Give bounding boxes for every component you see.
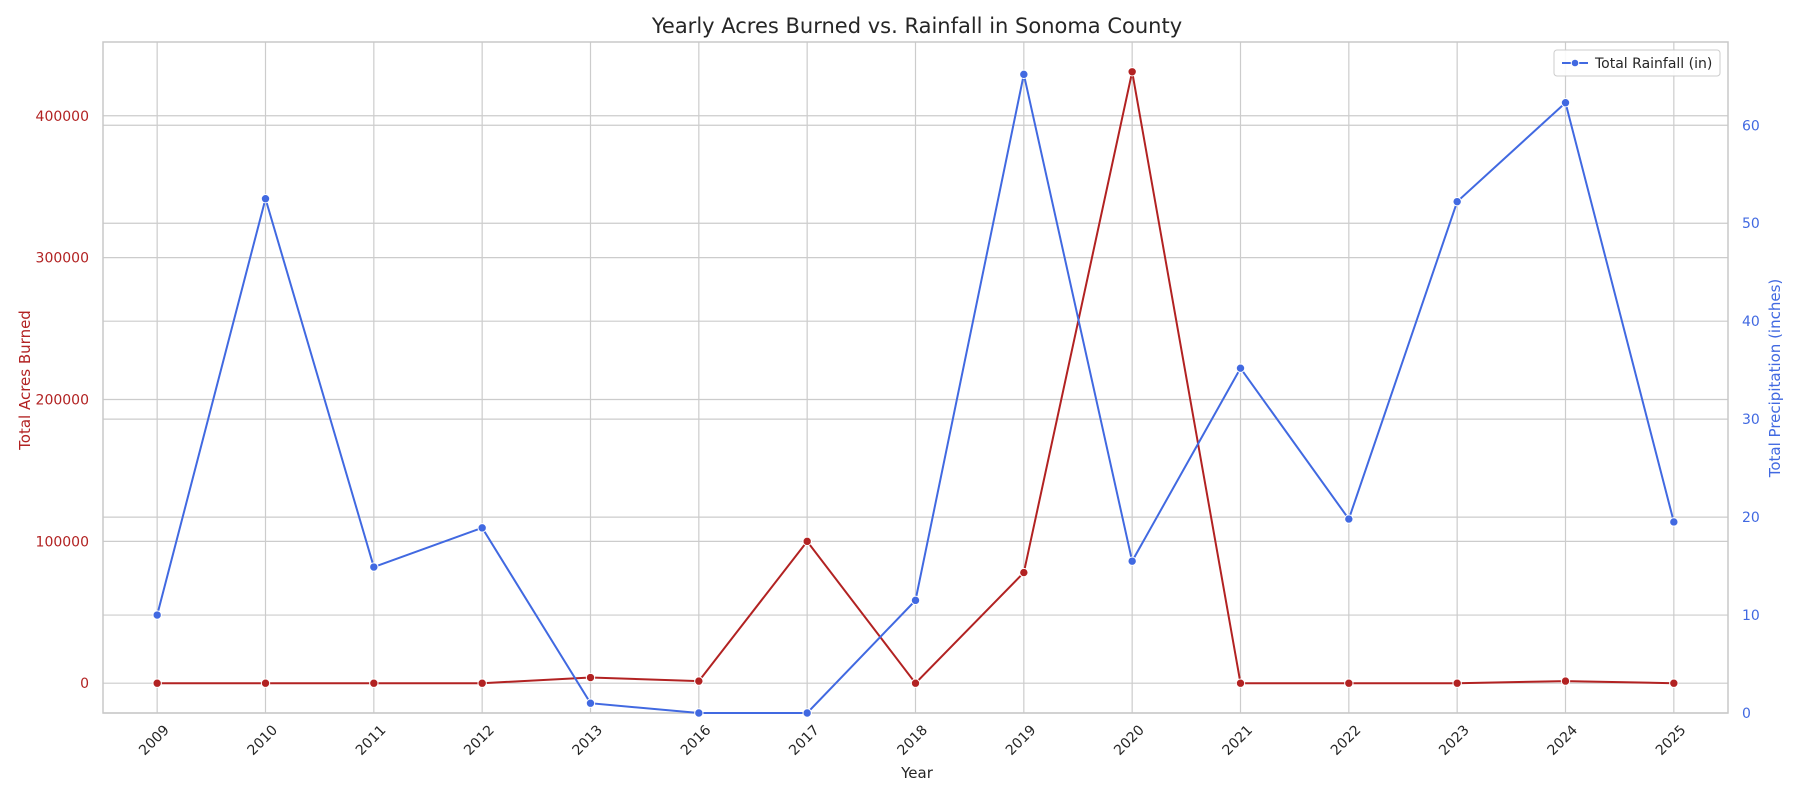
rainfall-point [1127, 556, 1137, 566]
acres-burned-point [802, 536, 812, 547]
x-tick-label: 2021 [1220, 722, 1257, 759]
acres-burned-point [694, 676, 704, 686]
x-tick-label: 2013 [570, 722, 607, 759]
legend-label: Total Rainfall (in) [1594, 56, 1712, 72]
rainfall-point [369, 562, 379, 572]
acres-burned-point [477, 678, 487, 688]
x-tick-label: 2009 [136, 722, 173, 759]
x-tick-label: 2024 [1545, 722, 1582, 759]
acres-burned-point [910, 678, 921, 688]
y-right-tick-label: 0 [1742, 706, 1751, 722]
acres-burned-point [1019, 567, 1029, 578]
y-right-tick-label: 30 [1742, 412, 1760, 428]
rainfall-point [260, 194, 271, 204]
acres-burned-point [585, 672, 596, 683]
axes: 2009 2010 2011 2012 2013 2016 2017 2018 2019 2020… [36, 41, 1760, 759]
acres-burned-point [369, 678, 379, 688]
x-axis-label: Year [900, 764, 934, 782]
rainfall-point [152, 610, 162, 620]
rainfall-point [1669, 517, 1679, 527]
x-tick-label: 2020 [1111, 722, 1148, 759]
chart-title: Yearly Acres Burned vs. Rainfall in Sono… [651, 14, 1182, 38]
rainfall-point [1452, 196, 1462, 207]
y-left-tick-label: 0 [80, 676, 89, 692]
plot-frame [102, 41, 1729, 714]
y-left-tick-label: 400000 [36, 109, 89, 125]
rainfall-point [477, 523, 487, 533]
y-axis-left-label: Total Acres Burned [16, 310, 34, 451]
series [152, 67, 1679, 718]
x-tick-label: 2011 [353, 722, 390, 759]
y-axis-right-label: Total Precipitation (inches) [1766, 279, 1784, 479]
y-left-tick-label: 100000 [36, 534, 89, 550]
y-right-tick-label: 40 [1742, 314, 1760, 330]
y-right-tick-label: 20 [1742, 510, 1760, 526]
rainfall-point [694, 708, 704, 718]
acres-burned-point [152, 678, 162, 688]
x-tick-label: 2017 [786, 722, 823, 759]
rainfall-point [802, 708, 812, 718]
x-tick-label: 2010 [245, 722, 282, 759]
y-left-tick-label: 300000 [36, 251, 89, 267]
acres-burned-point [1452, 678, 1462, 688]
y-right-tick-label: 50 [1742, 216, 1760, 232]
x-tick-label: 2019 [1003, 722, 1040, 759]
legend: Total Rainfall (in) [1553, 49, 1721, 77]
grid [103, 42, 1728, 714]
legend-box [1553, 49, 1721, 77]
acres-burned-point [1669, 678, 1679, 688]
x-tick-label: 2012 [461, 722, 498, 759]
y-right-tick-label: 60 [1742, 118, 1760, 134]
rainfall-point [1560, 98, 1571, 108]
acres-burned-series [152, 67, 1679, 688]
labels: Yearly Acres Burned vs. Rainfall in Sono… [16, 14, 1784, 782]
y-left-tick-label: 200000 [36, 392, 89, 408]
acres-burned-point [1344, 678, 1354, 688]
rainfall-point [1344, 514, 1354, 524]
rainfall-point [1235, 363, 1246, 373]
x-tick-label: 2023 [1436, 722, 1473, 759]
x-tick-label: 2022 [1328, 722, 1365, 759]
x-tick-label: 2025 [1653, 722, 1690, 759]
x-tick-label: 2018 [895, 722, 932, 759]
x-tick-label: 2016 [678, 722, 715, 759]
rainfall-series [152, 69, 1679, 718]
acres-burned-point [1127, 67, 1137, 77]
acres-burned-point [260, 678, 271, 688]
y-right-tick-label: 10 [1742, 608, 1760, 624]
rainfall-point [585, 698, 596, 708]
legend-marker [1570, 58, 1580, 68]
acres-burned-point [1560, 676, 1571, 686]
rainfall-point [1019, 69, 1029, 80]
rainfall-point [910, 595, 921, 606]
acres-burned-point [1235, 678, 1246, 688]
